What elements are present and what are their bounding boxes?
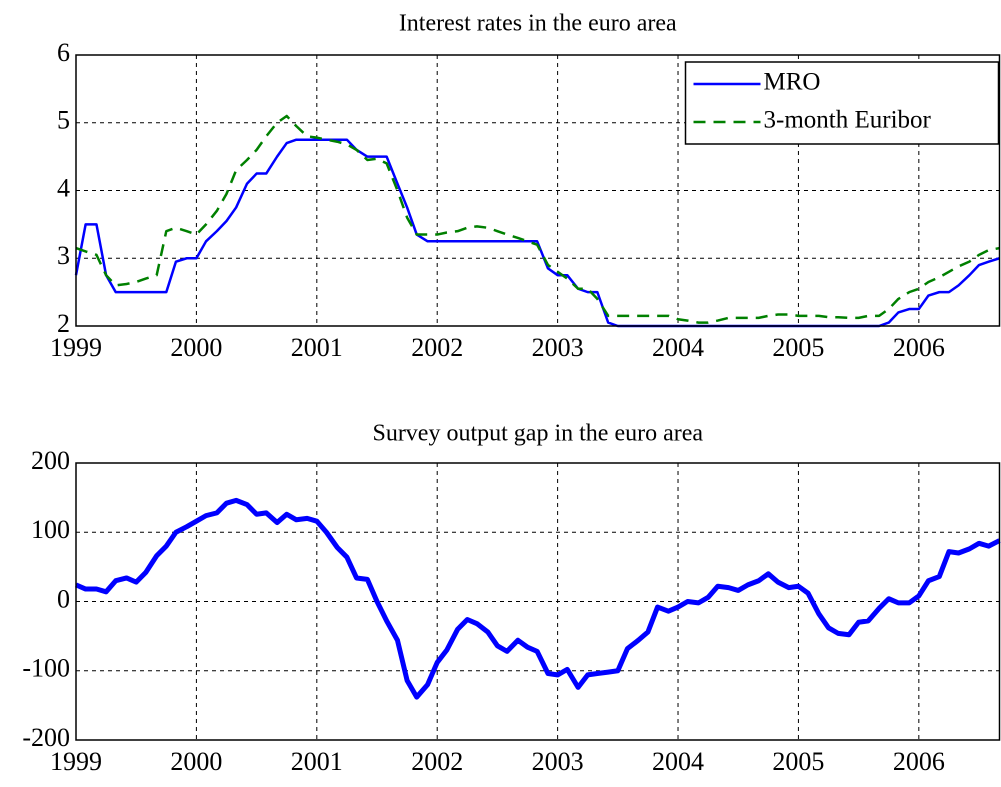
x-tick-label: 2003 [532, 747, 584, 776]
chart-title: Survey output gap in the euro area [372, 421, 703, 447]
y-tick-label: 2 [57, 309, 70, 338]
y-tick-label: 100 [31, 515, 70, 544]
y-tick-label: 200 [31, 446, 70, 475]
x-tick-label: 1999 [50, 333, 102, 362]
y-tick-label: 3 [57, 241, 70, 270]
data-line [75, 497, 1001, 700]
x-tick-label: 2001 [291, 747, 343, 776]
y-tick-label: 0 [57, 584, 70, 613]
x-tick-label: 2005 [772, 747, 824, 776]
data-line [75, 114, 1000, 324]
legend-label: 3-month Euribor [764, 107, 932, 134]
y-tick-label: 6 [57, 38, 70, 67]
x-tick-label: 2002 [411, 333, 463, 362]
plot-frame [75, 462, 1001, 741]
y-tick-label: 5 [57, 106, 70, 135]
y-tick-label: 4 [57, 173, 70, 202]
y-tick-label: -100 [22, 654, 70, 683]
x-tick-label: 2006 [893, 747, 945, 776]
x-tick-label: 2001 [291, 333, 343, 362]
x-tick-label: 1999 [50, 747, 102, 776]
legend-label: MRO [764, 69, 821, 96]
y-tick-label: -200 [22, 723, 70, 752]
x-tick-label: 2000 [170, 333, 222, 362]
x-tick-label: 2000 [170, 747, 222, 776]
x-tick-label: 2002 [411, 747, 463, 776]
x-tick-label: 2004 [652, 333, 704, 362]
chart-title: Interest rates in the euro area [399, 11, 677, 37]
x-tick-label: 2006 [893, 333, 945, 362]
plot-frame [75, 54, 1001, 327]
x-tick-label: 2004 [652, 747, 704, 776]
legend-box [684, 61, 1000, 145]
x-tick-label: 2005 [772, 333, 824, 362]
x-tick-label: 2003 [532, 333, 584, 362]
